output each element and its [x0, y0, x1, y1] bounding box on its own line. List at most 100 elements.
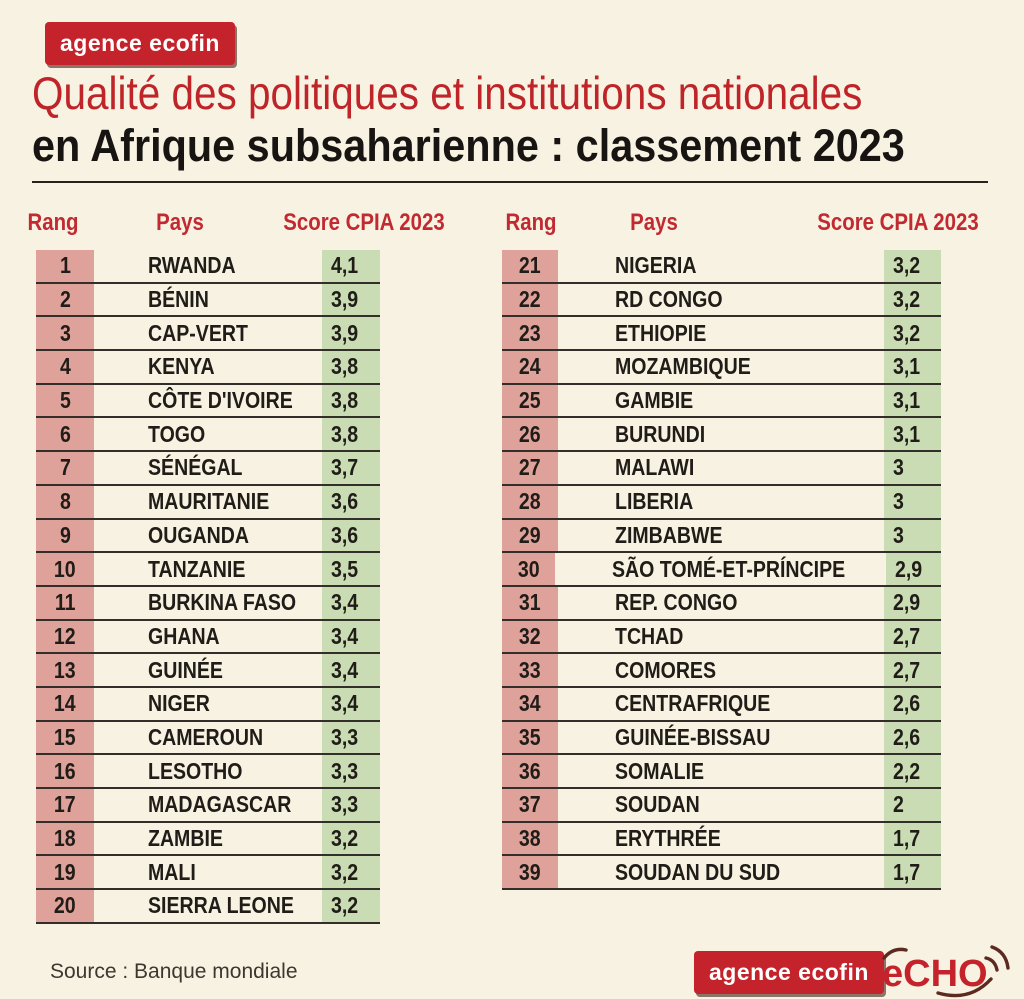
- score-value: 3,2: [893, 252, 921, 279]
- rank-cell: 31: [502, 586, 558, 619]
- table-row: 15 CAMEROUN 3,3: [36, 721, 380, 756]
- rank-value: 10: [54, 555, 76, 582]
- score-cell: 3,2: [322, 822, 380, 855]
- rank-cell: 16: [36, 755, 94, 787]
- table-row: 30 SÃO TOMÉ-ET-PRÍNCIPE 2,9: [502, 553, 941, 587]
- table-row: 12 GHANA 3,4: [36, 620, 380, 655]
- score-cell: 3,1: [884, 418, 941, 451]
- score-cell: 2,9: [886, 553, 941, 585]
- country-cell: SÃO TOMÉ-ET-PRÍNCIPE: [555, 553, 886, 585]
- country-cell: LIBERIA: [558, 486, 884, 518]
- country-cell: KENYA: [94, 351, 322, 383]
- country-cell: GHANA: [94, 621, 322, 653]
- score-cell: 3,8: [322, 384, 380, 417]
- rank-cell: 10: [36, 553, 94, 585]
- table-row: 17 MADAGASCAR 3,3: [36, 789, 380, 823]
- rank-cell: 21: [502, 250, 558, 282]
- rank-value: 6: [59, 420, 71, 447]
- score-cell: 3,2: [884, 250, 941, 282]
- table-row: 10 TANZANIE 3,5: [36, 553, 380, 587]
- score-cell: 3,8: [322, 351, 380, 383]
- country-name: BÉNIN: [148, 286, 209, 313]
- score-value: 3: [893, 488, 904, 515]
- score-cell: 3,6: [322, 519, 380, 552]
- rank-value: 33: [519, 656, 541, 683]
- table-header-row: Rang Pays Score CPIA 2023: [502, 205, 979, 250]
- score-cell: 1,7: [884, 822, 941, 855]
- rank-cell: 37: [502, 789, 558, 821]
- score-cell: 3,3: [322, 789, 380, 821]
- score-cell: 3,4: [322, 620, 380, 653]
- table-body-right: 21 NIGERIA 3,2 22 RD CONGO 3,2 23 ETHIOP…: [502, 250, 941, 891]
- rank-cell: 33: [502, 654, 558, 686]
- rank-value: 4: [59, 353, 71, 380]
- country-name: ZAMBIE: [148, 825, 223, 852]
- score-cell: 2,2: [884, 755, 941, 787]
- country-name: SÃO TOMÉ-ET-PRÍNCIPE: [612, 555, 846, 582]
- country-cell: MOZAMBIQUE: [558, 351, 884, 383]
- rank-cell: 19: [36, 856, 94, 889]
- score-cell: 4,1: [322, 250, 380, 282]
- rank-value: 9: [59, 521, 71, 548]
- country-cell: NIGER: [94, 688, 322, 720]
- country-name: CENTRAFRIQUE: [615, 690, 771, 717]
- ranking-table-right: Rang Pays Score CPIA 2023 21 NIGERIA 3,2…: [502, 205, 979, 891]
- column-header-rank: Rang: [27, 209, 79, 236]
- score-value: 2: [893, 791, 904, 818]
- score-cell: 1,7: [884, 856, 941, 889]
- score-cell: 3,4: [322, 687, 380, 720]
- rank-cell: 6: [36, 418, 94, 451]
- score-value: 3,4: [331, 622, 359, 649]
- table-row: 28 LIBERIA 3: [502, 485, 941, 520]
- table-row: 18 ZAMBIE 3,2: [36, 822, 380, 857]
- score-cell: 3,3: [322, 721, 380, 754]
- score-value: 3,9: [331, 319, 359, 346]
- rank-value: 30: [517, 555, 540, 582]
- country-cell: RD CONGO: [558, 284, 884, 316]
- score-value: 3,2: [331, 892, 359, 919]
- score-value: 3,5: [331, 555, 359, 582]
- country-cell: BURUNDI: [558, 418, 884, 450]
- rank-cell: 28: [502, 485, 558, 518]
- score-value: 3,4: [331, 589, 359, 616]
- table-row: 35 GUINÉE-BISSAU 2,6: [502, 721, 941, 756]
- rank-value: 21: [519, 252, 541, 279]
- country-cell: GUINÉE: [94, 654, 322, 686]
- score-value: 3,7: [331, 454, 359, 481]
- score-cell: 2,7: [884, 654, 941, 686]
- country-cell: MALAWI: [558, 452, 884, 484]
- table-row: 21 NIGERIA 3,2: [502, 250, 941, 284]
- table-row: 37 SOUDAN 2: [502, 789, 941, 823]
- country-name: GAMBIE: [615, 387, 694, 414]
- country-name: MADAGASCAR: [148, 791, 292, 818]
- echo-swoosh-icon: [936, 977, 993, 998]
- country-name: BURKINA FASO: [147, 589, 296, 616]
- score-value: 3,6: [331, 488, 359, 515]
- agence-ecofin-logo-label: agence ecofin: [709, 959, 869, 985]
- score-cell: 3,5: [322, 553, 380, 585]
- score-value: 3,8: [331, 353, 359, 380]
- score-cell: 3,6: [322, 485, 380, 518]
- title-underline: [32, 181, 988, 183]
- rank-value: 19: [54, 858, 76, 885]
- score-cell: 3,3: [322, 755, 380, 787]
- rank-value: 2: [59, 286, 71, 313]
- country-name: KENYA: [148, 353, 215, 380]
- score-cell: 2,7: [884, 620, 941, 653]
- score-value: 3,6: [331, 521, 359, 548]
- score-cell: 3,9: [322, 317, 380, 350]
- rank-value: 25: [519, 387, 541, 414]
- score-value: 2,6: [893, 723, 921, 750]
- rank-value: 27: [519, 454, 541, 481]
- score-value: 3,4: [331, 656, 359, 683]
- score-value: 3,4: [331, 690, 359, 717]
- score-cell: 3: [884, 519, 941, 552]
- table-row: 19 MALI 3,2: [36, 856, 380, 891]
- rank-value: 14: [54, 690, 76, 717]
- country-name: TANZANIE: [148, 555, 246, 582]
- page-title-line2: en Afrique subsaharienne : classement 20…: [32, 120, 905, 171]
- table-row: 1 RWANDA 4,1: [36, 250, 380, 284]
- rank-cell: 32: [502, 620, 558, 653]
- score-value: 3,2: [893, 286, 921, 313]
